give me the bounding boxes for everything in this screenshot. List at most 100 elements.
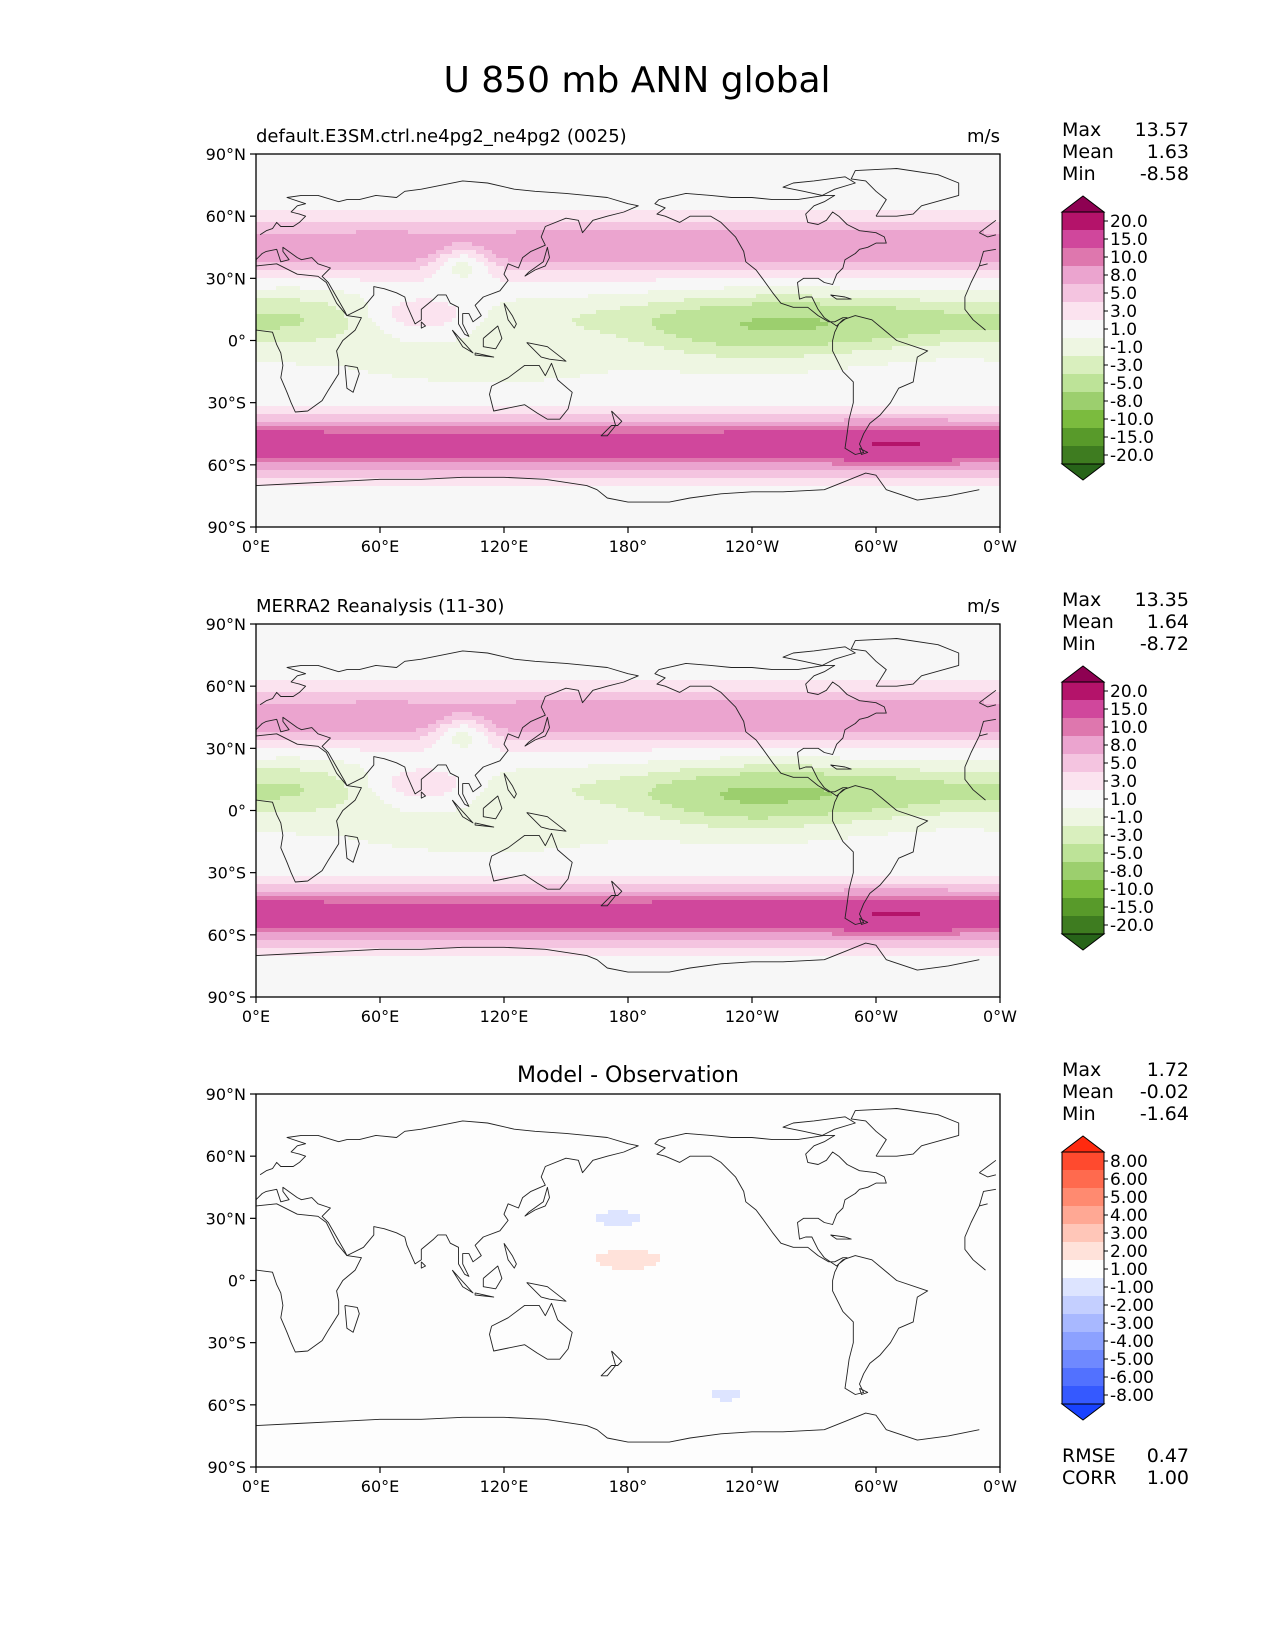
field-cell <box>724 430 1000 434</box>
field-cell <box>256 808 316 812</box>
field-cell <box>256 218 1000 222</box>
field-cell <box>984 700 1000 704</box>
field-cell <box>256 768 300 772</box>
field-cell <box>256 732 428 736</box>
field-cell <box>920 768 1000 772</box>
field-cell <box>256 952 1000 956</box>
field-cell <box>256 230 356 234</box>
colorbar-tick-label: 8.0 <box>1110 266 1137 286</box>
lat-tick-label: 30°N <box>206 739 246 758</box>
field-cell <box>372 318 396 322</box>
field-cell <box>424 278 500 282</box>
field-cell <box>656 784 1000 788</box>
lat-tick-label: 60°N <box>206 1147 246 1166</box>
field-cell <box>256 194 1000 198</box>
field-cell <box>436 250 452 254</box>
field-cell <box>256 1226 1000 1230</box>
field-cell <box>256 406 1000 410</box>
field-cell <box>428 724 440 728</box>
field-cell <box>468 254 484 258</box>
stats-block-test: Max 13.57 Mean 1.63 Min -8.58 <box>1062 119 1189 185</box>
coastline <box>979 1203 988 1207</box>
field-cell <box>256 1110 1000 1114</box>
coastline <box>979 1159 997 1174</box>
field-cell <box>596 1258 660 1262</box>
coastline <box>524 246 550 277</box>
colorbar-tick-label: -10.0 <box>1110 410 1154 430</box>
field-cell <box>648 792 720 796</box>
field-cell <box>448 302 500 306</box>
field-cell <box>724 286 840 290</box>
field-cell <box>392 374 580 378</box>
field-cell <box>380 326 476 330</box>
field-cell <box>256 1430 1000 1434</box>
field-cell <box>684 298 920 302</box>
field-cell <box>504 266 1000 270</box>
field-cell <box>256 1250 608 1254</box>
field-cell <box>368 776 392 780</box>
field-cell <box>336 334 392 338</box>
field-cell <box>484 262 496 266</box>
coastline <box>979 702 997 708</box>
field-cell <box>256 840 368 844</box>
field-cell <box>504 736 1000 740</box>
colorbar-segment <box>1062 862 1104 880</box>
colorbar-segment <box>1062 1206 1104 1224</box>
coastline <box>256 650 639 807</box>
colorbar-segment <box>1062 700 1104 718</box>
lon-tick-label: 60°E <box>361 537 399 556</box>
field-cell <box>380 796 476 800</box>
field-cell <box>488 728 508 732</box>
field-cell <box>896 776 1000 780</box>
field-cell <box>620 776 696 780</box>
field-cell <box>840 286 1000 290</box>
coastline <box>600 1350 623 1377</box>
field-cell <box>360 764 588 768</box>
colorbar-segment <box>1062 808 1104 826</box>
field-cell <box>256 916 1000 920</box>
field-cell <box>984 828 1000 832</box>
field-cell <box>488 258 508 262</box>
field-cell <box>812 764 1000 768</box>
stat-value: 1.64 <box>1147 611 1189 633</box>
field-cell <box>256 346 664 350</box>
colorbar-tick-label: -8.0 <box>1110 392 1143 412</box>
field-cell <box>256 680 1000 684</box>
field-cell <box>644 1266 1000 1270</box>
field-cell <box>628 808 684 812</box>
field-cell <box>500 772 648 776</box>
field-cell <box>652 748 1000 752</box>
lat-axis: 90°N 60°N 30°N 0° 30°S 60°S 90°S <box>206 1085 256 1477</box>
colorbar-extend-max <box>1060 195 1106 213</box>
coastline <box>489 832 573 890</box>
field-cell <box>344 314 368 318</box>
lat-tick-label: 90°N <box>206 145 246 164</box>
field-cell <box>392 314 456 318</box>
field-cell <box>848 366 1000 370</box>
coastline <box>503 1242 517 1269</box>
field-cell <box>256 490 1000 494</box>
field-cell <box>256 860 1000 864</box>
coastline <box>526 1282 567 1302</box>
field-cell <box>484 254 496 258</box>
field-cell <box>256 704 1000 708</box>
field-cell <box>256 1178 1000 1182</box>
field-cell <box>476 326 584 330</box>
field-cell <box>616 334 676 338</box>
field-cell <box>256 804 336 808</box>
field-cell <box>744 764 812 768</box>
field-cell <box>828 322 1000 326</box>
field-cell <box>256 458 844 462</box>
field-cell <box>256 748 360 752</box>
colorbar-tick-label: 8.00 <box>1110 1152 1148 1172</box>
field-cell <box>936 358 984 362</box>
field-cell <box>872 442 920 446</box>
field-cell <box>256 1458 1000 1462</box>
field-cell <box>596 310 676 314</box>
field-cell <box>824 772 1000 776</box>
field-cell <box>400 302 448 306</box>
lon-tick-label: 60°E <box>361 1007 399 1026</box>
field-cell <box>256 676 1000 680</box>
coastline <box>979 1172 997 1178</box>
coastline <box>979 263 988 267</box>
